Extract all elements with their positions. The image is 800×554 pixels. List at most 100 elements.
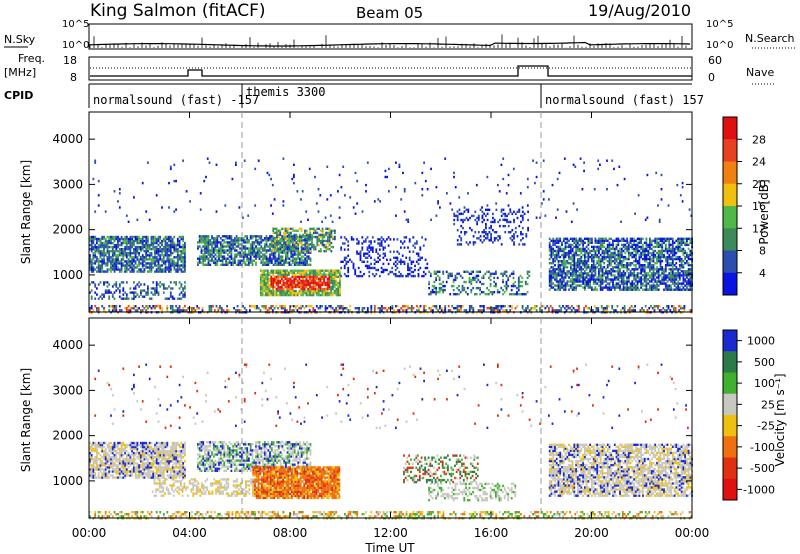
data-cell: [104, 281, 107, 284]
data-cell: [578, 262, 581, 265]
data-cell: [89, 248, 91, 251]
data-cell: [304, 231, 306, 235]
data-cell: [375, 272, 378, 276]
data-cell: [261, 285, 264, 289]
data-cell: [97, 266, 100, 269]
data-cell: [159, 266, 162, 269]
data-cell: [548, 241, 551, 244]
data-cell: [152, 305, 155, 308]
data-cell: [291, 293, 294, 297]
data-cell: [490, 224, 492, 228]
data-cell: [184, 248, 186, 251]
data-cell: [212, 305, 214, 308]
data-cell: [265, 275, 267, 278]
data-cell: [663, 239, 665, 242]
data-cell: [435, 286, 437, 290]
data-cell: [101, 266, 104, 269]
data-cell: [216, 245, 219, 248]
data-cell: [115, 307, 118, 310]
data-cell: [202, 237, 205, 240]
data-cell: [649, 286, 651, 289]
data-cell: [599, 288, 602, 291]
data-cell: [438, 288, 441, 292]
data-cell: [599, 247, 602, 251]
data-cell: [603, 251, 606, 255]
data-cell: [645, 253, 648, 257]
data-cell: [687, 282, 690, 285]
data-cell: [458, 235, 461, 238]
data-cell: [453, 222, 456, 226]
data-cell: [619, 274, 621, 277]
data-cell: [627, 257, 630, 261]
data-cell: [573, 262, 576, 265]
data-cell: [559, 274, 562, 277]
data-cell: [584, 262, 586, 265]
data-cell: [479, 280, 481, 284]
data-cell: [552, 253, 555, 257]
data-cell: [571, 282, 574, 285]
data-cell: [601, 239, 604, 242]
data-cell: [652, 266, 655, 269]
data-cell: [636, 260, 639, 263]
data-cell: [368, 244, 371, 247]
data-cell: [147, 289, 149, 292]
data-cell: [479, 293, 481, 296]
data-cell: [248, 249, 250, 252]
data-cell: [389, 258, 392, 261]
data-cell: [106, 248, 109, 251]
data-cell: [168, 268, 170, 271]
data-cell: [147, 270, 149, 273]
data-cell: [97, 248, 100, 251]
data-cell: [279, 271, 281, 274]
data-cell: [270, 253, 273, 256]
data-cell: [325, 227, 327, 230]
data-cell: [92, 237, 95, 241]
data-cell: [647, 274, 650, 277]
data-cell: [89, 243, 91, 247]
data-cell: [269, 249, 271, 252]
data-cell: [125, 270, 128, 273]
data-cell: [330, 235, 333, 239]
data-cell: [108, 297, 111, 300]
data-cell: [298, 307, 301, 310]
data-cell: [518, 210, 521, 213]
data-cell: [307, 247, 310, 250]
data-cell: [154, 254, 156, 257]
data-cell: [421, 274, 423, 278]
data-cell: [328, 275, 331, 278]
data-cell: [475, 270, 478, 273]
data-cell: [638, 245, 641, 249]
data-cell: [373, 258, 376, 261]
data-cell: [684, 249, 686, 253]
data-cell: [510, 272, 513, 275]
data-cell: [168, 248, 170, 251]
data-cell: [300, 245, 303, 249]
data-cell: [159, 256, 162, 259]
data-cell: [260, 237, 263, 240]
data-cell: [314, 283, 317, 287]
data-cell: [642, 270, 644, 273]
data-cell: [265, 259, 268, 262]
data-cell: [591, 260, 593, 263]
data-cell: [650, 266, 653, 269]
data-cell: [265, 251, 268, 254]
data-cell: [147, 258, 149, 261]
data-cell: [302, 273, 304, 276]
data-cell: [613, 253, 616, 257]
data-cell: [255, 253, 257, 256]
data-cell: [678, 282, 681, 285]
data-cell: [462, 220, 464, 224]
data-cell: [267, 261, 270, 264]
data-cell: [267, 263, 270, 266]
data-cell: [312, 245, 315, 249]
data-cell: [110, 258, 112, 261]
data-cell: [279, 259, 282, 262]
data-cell: [599, 262, 602, 265]
data-cell: [668, 237, 671, 240]
data-cell: [127, 264, 130, 267]
data-cell: [303, 283, 306, 287]
data-cell: [280, 307, 283, 310]
data-cell: [143, 295, 146, 298]
data-cell: [612, 284, 614, 287]
data-cell: [598, 251, 600, 255]
